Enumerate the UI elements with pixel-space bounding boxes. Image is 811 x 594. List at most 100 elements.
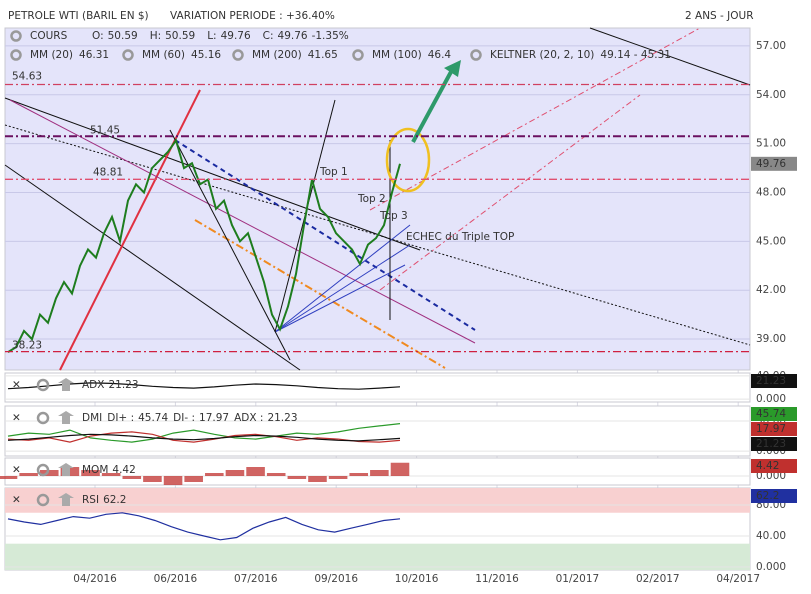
trendline <box>4 97 421 251</box>
last-value-label: 49.76 <box>756 158 786 170</box>
level-label: 54.63 <box>12 71 42 83</box>
indicator-value: 46.4 <box>428 49 452 61</box>
ohlc-value: 50.59 <box>165 30 195 42</box>
last-value-label: 45.74 <box>756 408 786 420</box>
y-tick-label: 45.00 <box>756 235 786 247</box>
settings-icon <box>36 493 50 507</box>
indicator-label: MM (20) <box>30 49 73 61</box>
momentum-bar <box>370 470 389 476</box>
x-tick-label: 10/2016 <box>395 573 439 585</box>
title: PETROLE WTI (BARIL EN $) <box>8 10 149 22</box>
series-line <box>7 423 401 443</box>
momentum-bar <box>122 476 142 479</box>
settings-icon <box>36 411 50 425</box>
trendline <box>589 27 751 86</box>
arrow <box>411 69 454 143</box>
momentum-bar <box>390 462 410 476</box>
ohlc-label: C: <box>263 30 274 42</box>
last-value-label: 4.42 <box>756 460 779 472</box>
indicator-label: MM (100) <box>372 49 422 61</box>
overbought-zone <box>5 488 750 513</box>
ohlc-label: H: <box>150 30 161 42</box>
level-label: 38.23 <box>12 340 42 352</box>
series-line <box>7 431 401 443</box>
legend-value: 62.2 <box>103 494 126 506</box>
legend-name: MOM <box>82 464 108 476</box>
x-tick-label: 04/2016 <box>73 573 117 585</box>
legend-value: 17.97 <box>199 412 229 424</box>
momentum-bar <box>287 476 307 479</box>
trendline <box>4 164 301 371</box>
panel-background <box>4 405 751 457</box>
y-tick-label: 40.00 <box>756 530 786 542</box>
legend-name: ADX <box>82 379 104 391</box>
level-label: 51.45 <box>90 124 120 136</box>
fan-line <box>274 244 411 333</box>
annotation: Top 3 <box>379 210 408 222</box>
last-value-box <box>751 374 797 388</box>
y-tick-label: 0.000 <box>756 561 786 573</box>
last-value-box <box>751 422 797 436</box>
annotation: Top 2 <box>357 193 386 205</box>
x-tick-label: 02/2017 <box>636 573 680 585</box>
y-tick-label: 54.00 <box>756 89 786 101</box>
x-tick-label: 07/2016 <box>234 573 278 585</box>
settings-icon <box>10 30 22 42</box>
x-tick-label: 04/2017 <box>716 573 760 585</box>
plot: PETROLE WTI (BARIL EN $) VARIATION PERIOD… <box>0 10 797 585</box>
indicator-value: 41.65 <box>308 49 338 61</box>
legend-name: COURS <box>30 30 68 42</box>
subtitle: VARIATION PERIODE : +36.40% <box>170 10 335 22</box>
annotation: Top 1 <box>319 166 348 178</box>
x-tick-label: 06/2016 <box>154 573 198 585</box>
annotation: ECHEC du Triple TOP <box>406 231 514 243</box>
momentum-bar <box>308 476 327 482</box>
oversold-zone <box>5 543 750 570</box>
momentum-bar <box>0 476 18 479</box>
settings-icon <box>10 49 22 61</box>
panel-title: DMI <box>82 412 102 424</box>
legend-name: DI- : <box>173 412 195 424</box>
legend-value: 4.42 <box>112 464 135 476</box>
y-tick-label: 48.00 <box>756 186 786 198</box>
last-value-label: 17.97 <box>756 423 786 435</box>
y-tick-label: 0.000 <box>756 393 786 405</box>
highlight-ellipse <box>385 127 431 193</box>
indicator-value: 49.14 - 45.31 <box>600 49 671 61</box>
indicator-value: 46.31 <box>79 49 109 61</box>
ohlc-label: O: <box>92 30 104 42</box>
indicator-label: MM (200) <box>252 49 302 61</box>
ohlc-value: 49.76 <box>221 30 251 42</box>
trendline <box>379 94 641 291</box>
momentum-bar <box>143 476 162 482</box>
series-line <box>7 512 401 541</box>
move-icon <box>58 463 74 476</box>
series-line <box>7 433 401 442</box>
settings-icon <box>232 49 244 61</box>
close-icon: ✕ <box>12 464 21 476</box>
last-value-label: 21.23 <box>756 375 786 387</box>
momentum-bar <box>266 473 286 476</box>
x-tick-label: 11/2016 <box>475 573 519 585</box>
momentum-bar <box>19 473 38 476</box>
settings-icon <box>352 49 364 61</box>
momentum-bar <box>101 473 121 476</box>
fan-line <box>169 129 291 361</box>
period: 2 ANS - JOUR <box>685 10 754 22</box>
legend-name: ADX : <box>234 412 263 424</box>
momentum-bar <box>349 473 369 476</box>
y-tick-label: 42.00 <box>756 284 786 296</box>
last-value-box <box>751 156 797 171</box>
ohlc-value: 49.76 <box>278 30 308 42</box>
trendline <box>9 99 476 344</box>
panel-background <box>4 372 751 403</box>
last-value-box <box>751 459 797 473</box>
series-line <box>7 138 401 353</box>
move-icon <box>58 411 74 424</box>
momentum-bar <box>39 470 59 476</box>
legend-name: RSI <box>82 494 99 506</box>
momentum-bar <box>246 467 265 476</box>
series-line <box>7 382 401 390</box>
close-icon: ✕ <box>12 412 21 424</box>
